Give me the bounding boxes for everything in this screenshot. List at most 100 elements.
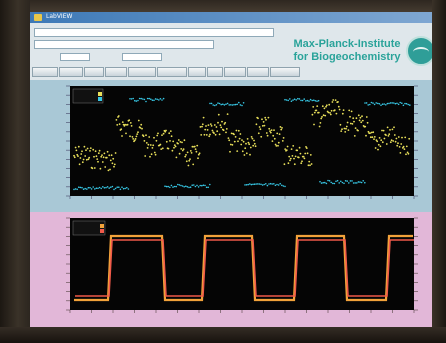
yellow-point: [84, 155, 87, 157]
yellow-point: [81, 161, 84, 164]
field-b-input[interactable]: [122, 53, 162, 61]
yellow-point: [229, 150, 231, 153]
cyan-point: [145, 100, 147, 103]
tab-6[interactable]: [157, 67, 187, 77]
yellow-point: [366, 121, 369, 124]
yellow-point: [73, 154, 75, 157]
yellow-point: [88, 156, 91, 159]
tab-7[interactable]: [188, 67, 206, 77]
yellow-point: [210, 125, 213, 127]
yellow-point: [165, 129, 167, 132]
yellow-point: [85, 149, 87, 152]
yellow-point: [249, 153, 251, 156]
cyan-point: [340, 180, 342, 183]
yellow-point: [281, 140, 284, 142]
yellow-point: [102, 156, 105, 159]
yellow-point: [274, 143, 277, 146]
cyan-point: [242, 102, 245, 104]
cyan-point: [261, 184, 264, 186]
yellow-point: [129, 122, 132, 124]
yellow-point: [181, 141, 183, 144]
cyan-point: [154, 98, 157, 100]
yellow-point: [285, 149, 288, 151]
yellow-point: [145, 134, 147, 137]
yellow-point: [121, 135, 123, 137]
cyan-point: [183, 186, 185, 188]
tab-3[interactable]: [84, 67, 104, 77]
yellow-point: [237, 129, 240, 132]
cyan-point: [199, 184, 201, 187]
yellow-point: [345, 125, 348, 128]
cyan-point: [284, 185, 286, 188]
tab-1[interactable]: [32, 67, 58, 77]
legend-swatch-red: [100, 229, 104, 233]
yellow-point: [395, 137, 398, 140]
cyan-point: [263, 183, 265, 186]
yellow-point: [270, 129, 273, 131]
cyan-point: [215, 104, 218, 106]
cyan-point: [316, 100, 318, 102]
yellow-point: [226, 113, 229, 115]
yellow-point: [116, 124, 119, 126]
yellow-point: [385, 143, 388, 145]
second-input[interactable]: [34, 40, 214, 49]
tab-11[interactable]: [270, 67, 300, 77]
cyan-point: [385, 104, 387, 106]
yellow-point: [405, 153, 407, 156]
yellow-point: [155, 139, 158, 142]
yellow-point: [184, 155, 187, 158]
cyan-point: [82, 188, 85, 190]
yellow-point: [136, 133, 139, 135]
cyan-point: [210, 102, 213, 105]
yellow-point: [145, 142, 148, 144]
yellow-point: [318, 125, 321, 128]
cyan-point: [276, 183, 278, 186]
cyan-point: [137, 99, 139, 102]
yellow-point: [105, 156, 108, 159]
cyan-point: [81, 186, 83, 189]
upper-plot-area: [70, 86, 414, 196]
field-a-input[interactable]: [60, 53, 90, 61]
yellow-point: [151, 147, 154, 149]
yellow-point: [179, 141, 182, 143]
yellow-point: [128, 119, 131, 122]
cyan-point: [281, 184, 283, 187]
yellow-point: [263, 124, 266, 127]
yellow-point: [241, 150, 244, 153]
cyan-point: [214, 104, 216, 107]
tab-2[interactable]: [59, 67, 83, 77]
tab-10[interactable]: [247, 67, 269, 77]
yellow-point: [207, 124, 210, 126]
yellow-point: [377, 143, 380, 146]
cyan-point: [140, 97, 142, 100]
cyan-point: [351, 180, 353, 182]
yellow-point: [77, 145, 80, 148]
window-titlebar[interactable]: LabVIEW: [30, 12, 432, 23]
cyan-point: [399, 101, 402, 104]
cyan-point: [325, 182, 328, 185]
tab-4[interactable]: [105, 67, 127, 77]
cyan-point: [370, 101, 373, 104]
yellow-point: [238, 137, 241, 140]
yellow-point: [157, 132, 159, 135]
tab-9[interactable]: [224, 67, 246, 77]
cyan-point: [178, 184, 181, 186]
yellow-point: [260, 135, 263, 138]
tab-8[interactable]: [207, 67, 223, 77]
cyan-point: [402, 104, 405, 107]
yellow-point: [258, 126, 261, 128]
cyan-point: [202, 184, 205, 186]
yellow-point: [208, 135, 211, 138]
yellow-point: [293, 157, 295, 160]
cyan-point: [74, 188, 77, 190]
yellow-point: [181, 149, 184, 152]
yellow-point: [373, 136, 376, 138]
yellow-point: [250, 136, 253, 138]
path-input[interactable]: [34, 28, 274, 37]
yellow-point: [167, 147, 170, 150]
upper-chart-panel: [30, 80, 432, 212]
window-title: LabVIEW: [46, 13, 73, 20]
tab-5[interactable]: [128, 67, 156, 77]
yellow-point: [79, 157, 82, 159]
monitor-bezel-top: [0, 0, 446, 12]
